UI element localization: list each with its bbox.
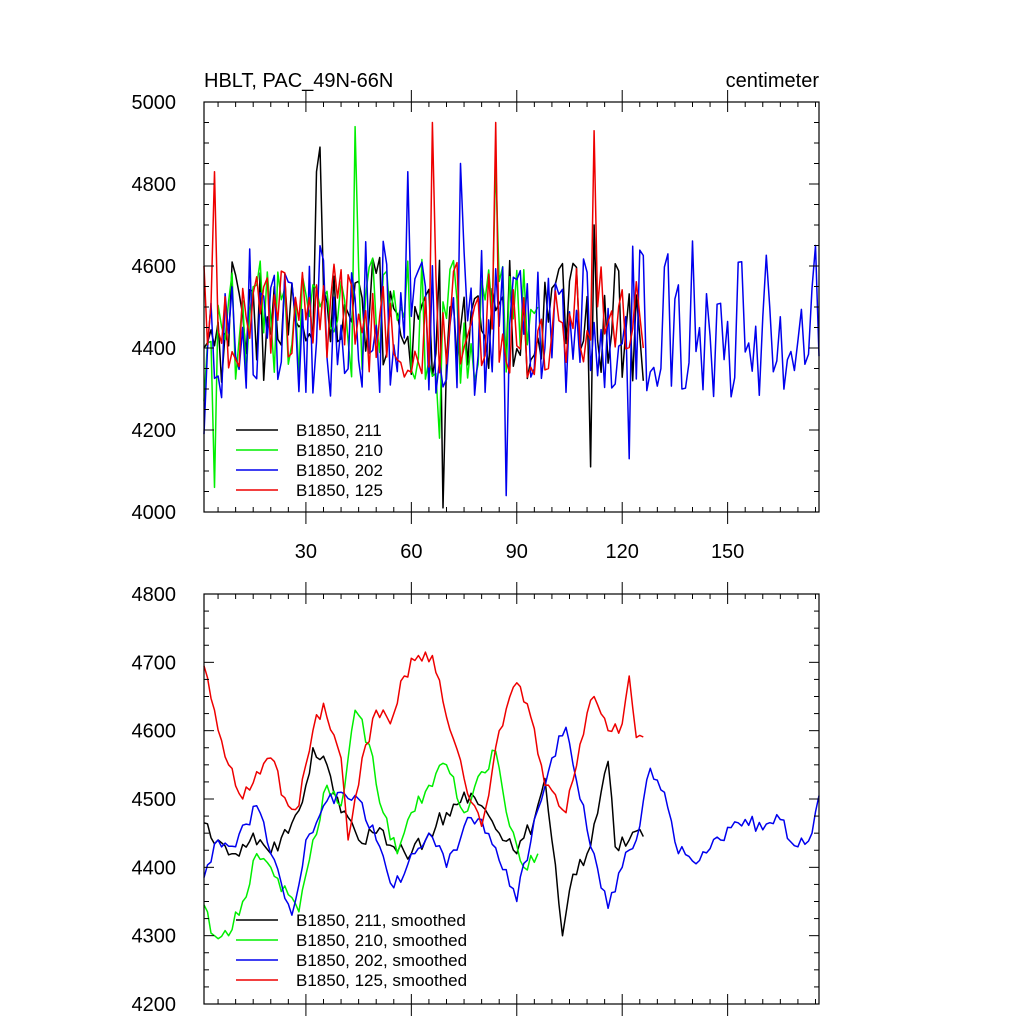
legend-label-3: B1850, 202, smoothed [296,951,467,970]
top-plot-frame [203,101,820,513]
legend-label-4: B1850, 125, smoothed [296,971,467,990]
top-panel: HBLT, PAC_49N-66N centimeter 4000 4200 440… [132,70,820,563]
top-panel-units: centimeter [726,70,820,92]
x-tick-label: 90 [506,541,528,563]
bottom-plot-frame [203,593,820,1005]
y-tick-label: 4400 [132,857,177,879]
bottom-series-line-3 [203,726,820,916]
legend-label-1: B1850, 211, smoothed [296,911,466,930]
x-tick-label: 120 [606,541,639,563]
legend-label-3: B1850, 202 [296,461,383,480]
x-tick-label: 30 [295,541,317,563]
top-panel-title: HBLT, PAC_49N-66N [204,70,393,92]
legend-label-2: B1850, 210, smoothed [296,931,467,950]
y-tick-label: 4600 [132,721,177,743]
y-tick-label: 4400 [132,338,177,360]
top-series-layer [203,121,820,509]
y-tick-label: 4700 [132,652,177,674]
y-tick-label: 4600 [132,256,177,278]
y-tick-label: 5000 [132,92,177,114]
x-tick-label: 150 [711,541,744,563]
y-tick-label: 4500 [132,789,177,811]
top-ticks-layer: 4000 4200 4400 4600 4800 5000 30 60 90 120 150 [132,90,819,563]
bottom-series-line-1 [203,747,644,937]
bottom-panel: 4200 4300 4400 4500 4600 4700 4800 B1850, 211,… [132,582,820,1016]
legend-label-4: B1850, 125 [296,481,383,500]
top-series-line-3 [203,162,820,497]
bottom-series-line-4 [203,651,644,841]
legend-label-2: B1850, 210 [296,441,383,460]
y-tick-label: 4000 [132,502,177,524]
top-series-line-4 [203,121,645,378]
y-tick-label: 4800 [132,584,177,606]
y-tick-label: 4200 [132,994,177,1016]
y-tick-label: 4300 [132,926,177,948]
x-tick-label: 60 [400,541,422,563]
bottom-ticks-layer: 4200 4300 4400 4500 4600 4700 4800 [132,582,819,1016]
y-tick-label: 4800 [132,174,177,196]
bottom-series-layer [203,651,820,940]
y-tick-label: 4200 [132,420,177,442]
bottom-series-line-2 [203,709,539,940]
legend-label-1: B1850, 211 [296,421,382,440]
